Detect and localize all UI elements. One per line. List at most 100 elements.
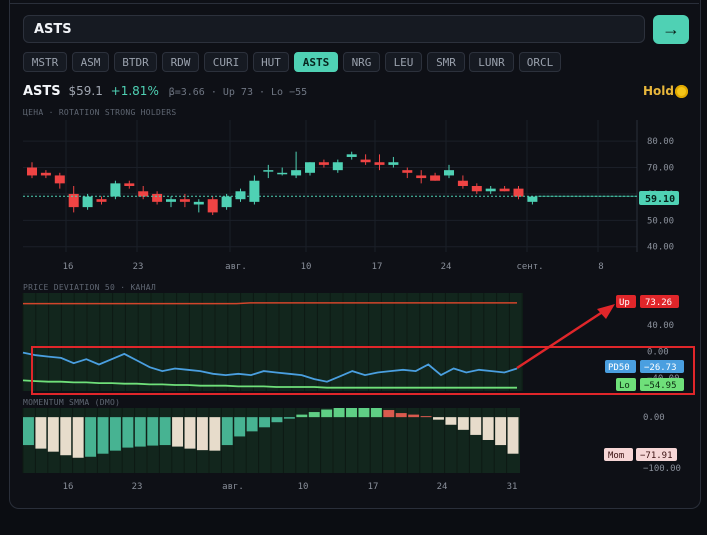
mom-bar [308,412,320,418]
x-top-label: 24 [441,262,452,272]
ticker-tab-orcl[interactable]: ORCL [519,52,561,72]
candle-body [430,175,441,181]
mom-tag [604,448,633,461]
ticker-tab-mstr[interactable]: MSTR [23,52,67,72]
mom-bar [246,417,258,432]
candle-body [138,191,149,197]
series-up-line [23,302,517,305]
candle-body [54,175,65,184]
ticker-tab-rdw[interactable]: RDW [162,52,199,72]
ticker-tab-btdr[interactable]: BTDR [114,52,157,72]
lo-tag-label: Lo [619,381,630,391]
mom-tick-label: −100.00 [643,464,681,474]
candle-body [96,199,107,202]
top-divider [9,3,699,4]
mom-bar [445,417,457,425]
mom-bar [408,414,420,418]
ticker-search-input[interactable] [23,15,645,43]
mom-bar [60,417,72,456]
mom-bar [296,414,308,418]
candle-body [527,196,538,202]
mom-bar [433,417,444,420]
candle-body [471,186,482,192]
mom-bar [134,417,146,447]
series-lo-line [22,379,517,389]
candle-body [179,199,190,202]
mom-bar [172,417,184,447]
mom-bar [35,417,47,449]
mom-bar [470,417,482,435]
pd-tick-label: 40.00 [647,321,674,331]
ticker-tab-leu[interactable]: LEU [385,52,422,72]
last-price-value: 59.10 [645,194,675,205]
price-label: $59.1 [68,84,103,98]
candle-body [485,188,496,192]
mom-panel-label: MOMENTUM SMMA (DMO) [23,398,121,407]
mom-bar [209,417,221,451]
ticker-tab-smr[interactable]: SMR [427,52,465,72]
up-value-tag [640,295,679,308]
x-top-label: 10 [301,262,312,272]
x-top-label: сент. [516,262,543,272]
lo-value-tag [640,378,684,391]
ticker-tab-asm[interactable]: ASM [72,52,109,72]
mom-tick-label: 0.00 [643,413,665,423]
ticker-tab-curi[interactable]: CURI [204,52,248,72]
x-bottom-label: авг. [222,482,244,492]
x-bottom-label: 23 [132,482,143,492]
candle-body [263,170,274,172]
ticker-tab-hut[interactable]: HUT [253,52,289,72]
candle-body [402,170,413,173]
price-tick-label: 40.00 [647,243,674,253]
ticker-tab-nrg[interactable]: NRG [343,52,380,72]
annotation-arrow-line [516,309,605,370]
mom-bar [259,417,270,428]
pd50-tag-label: PD50 [608,363,630,373]
candle-body [27,167,37,176]
pd50-value-tag [640,360,684,373]
candle-body [332,162,343,171]
candle-body [82,196,93,208]
signal-label: Hold [643,84,674,98]
x-bottom-label: 16 [63,482,74,492]
ticker-tab-asts[interactable]: ASTS [294,52,338,72]
go-button[interactable]: → [653,15,689,44]
candle-body [152,193,163,202]
mom-bar [184,417,196,449]
price-tick-label: 80.00 [647,137,674,147]
mom-bar [159,417,171,446]
x-axis-top: 16 23 авг. 10 17 24 сент. 8 [63,262,604,272]
x-top-label: 23 [133,262,144,272]
candle-body [110,183,121,197]
mom-bar [507,417,519,454]
symbol-label: ASTS [23,84,61,99]
candle-body [305,162,315,173]
mom-bar [321,409,333,418]
mom-bar [109,417,121,451]
candle-body [249,180,260,202]
candle-body [193,201,204,205]
pd-tick-label: 0.00 [647,347,669,357]
mom-bar [85,417,97,457]
mom-bar [358,408,370,418]
mom-bar [72,417,84,458]
x-top-label: 8 [598,262,603,272]
pd-panel-label: PRICE DEVIATION 50 · КАНАЛ [23,283,157,292]
mom-bar [23,417,34,446]
candle-body [235,191,246,200]
quote-header: ASTS $59.1 +1.81% β=3.66 · Up 73 · Lo −5… [23,84,307,99]
mom-bar [47,417,59,452]
mom-bar [221,417,233,446]
candle-body [318,162,329,165]
mom-value: −71.91 [640,451,673,461]
mom-bar [234,417,246,437]
candle-body [346,154,357,157]
x-bottom-label: 24 [437,482,448,492]
ticker-tab-lunr[interactable]: LUNR [469,52,514,72]
candle-body [124,183,135,186]
candle-body [68,193,79,208]
x-bottom-label: 31 [507,482,518,492]
change-label: +1.81% [110,84,159,98]
x-top-label: 17 [372,262,383,272]
